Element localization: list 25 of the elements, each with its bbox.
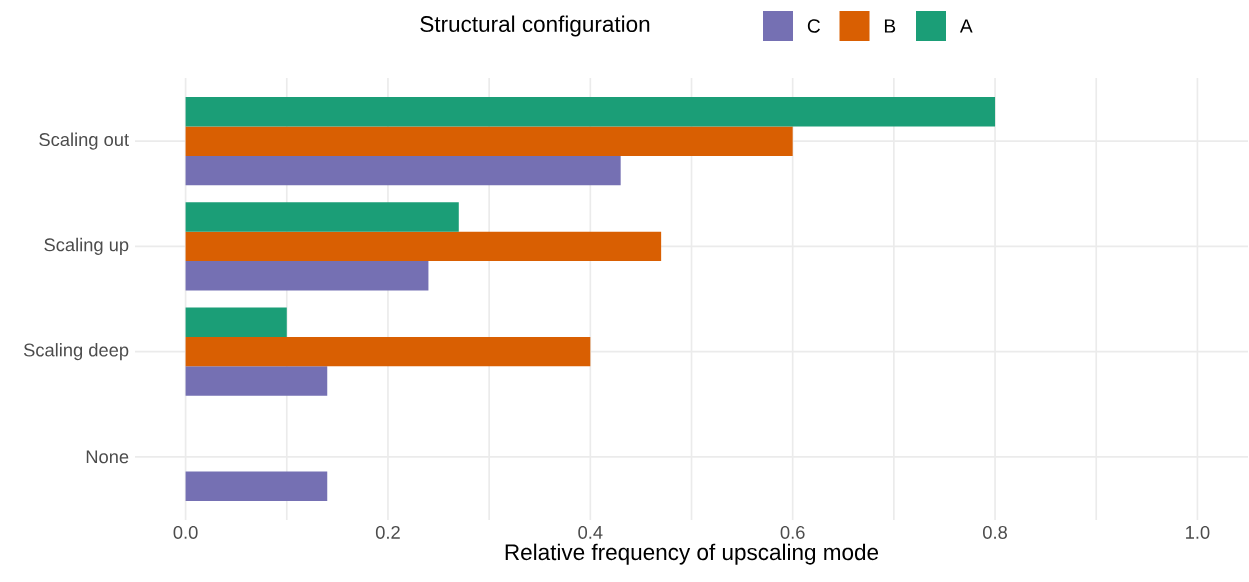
x-tick-label: 0.4 bbox=[578, 525, 603, 539]
legend-label: B bbox=[884, 19, 896, 33]
x-tick-label: 0.2 bbox=[375, 525, 400, 539]
bar bbox=[185, 231, 662, 262]
y-tick-label: Scaling deep bbox=[23, 343, 129, 361]
bar bbox=[185, 126, 793, 156]
x-tick-label: 0.0 bbox=[173, 525, 198, 539]
y-tick-label: Scaling out bbox=[39, 132, 129, 150]
bar bbox=[185, 336, 591, 367]
legend-title: Structural configuration bbox=[420, 15, 650, 37]
bar bbox=[185, 155, 621, 186]
x-tick-label: 0.6 bbox=[780, 525, 805, 539]
y-tick-label: None bbox=[86, 450, 129, 464]
legend-label: A bbox=[959, 19, 973, 33]
bar bbox=[185, 261, 429, 291]
y-tick-label: Scaling up bbox=[44, 237, 129, 255]
x-tick-label: 1.0 bbox=[1186, 525, 1210, 539]
bar bbox=[185, 366, 328, 396]
bar bbox=[185, 307, 287, 337]
bar bbox=[185, 202, 459, 232]
legend-label: C bbox=[807, 19, 820, 33]
x-axis-title: Relative frequency of upscaling mode bbox=[505, 543, 879, 565]
bar bbox=[185, 471, 328, 502]
x-tick-label: 0.8 bbox=[983, 525, 1007, 539]
bar bbox=[185, 96, 996, 127]
